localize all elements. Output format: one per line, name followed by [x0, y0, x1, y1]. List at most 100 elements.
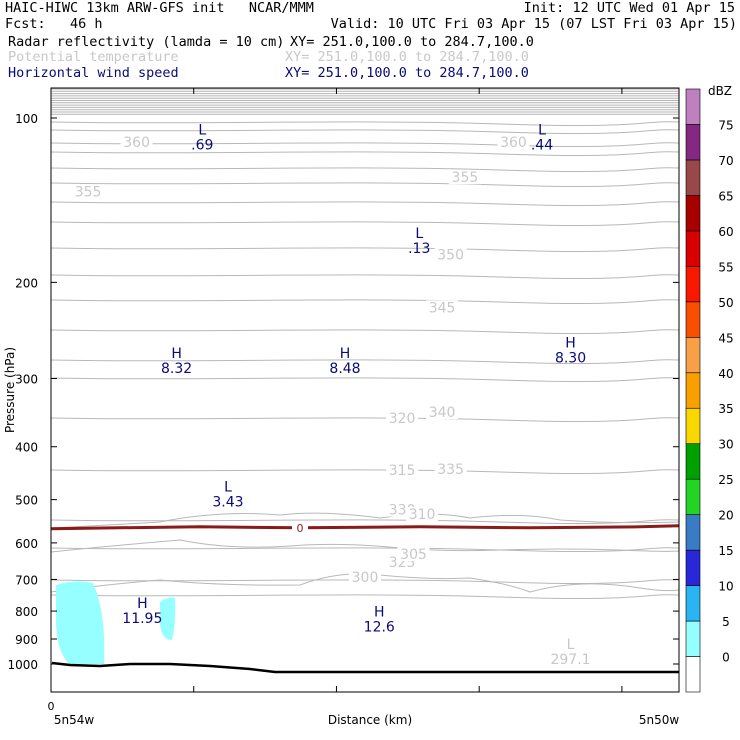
wind-extremum-type: L [538, 123, 546, 139]
colorbar-bin [685, 266, 701, 303]
theta-contour [50, 594, 680, 600]
theta-contour [50, 129, 680, 135]
theta-contour [50, 299, 680, 305]
colorbar-label: 15 [718, 544, 733, 558]
theta-label-bg [434, 247, 467, 262]
colorbar-label: 35 [718, 402, 733, 416]
pressure-tick-label: 200 [15, 276, 38, 290]
colorbar-label: 5 [722, 615, 730, 629]
theta-contour [50, 519, 680, 525]
theta-contour [50, 547, 680, 553]
x-left-label: 5n54w [54, 713, 95, 727]
forecast-hour: Fcst: 46 h [5, 16, 103, 32]
colorbar-bin [685, 585, 701, 622]
colorbar-label: 40 [718, 367, 733, 381]
colorbar-bin [685, 230, 701, 267]
freezing-level-label: 0 [297, 522, 304, 535]
wind-extremum-type: L [224, 479, 232, 495]
pressure-tick-label: 100 [15, 112, 38, 126]
colorbar-bin [685, 336, 701, 374]
field-3-xy: XY= 251.0,100.0 to 284.7,100.0 [285, 65, 529, 81]
theta-label-bg [72, 184, 105, 199]
wind-extremum-value: 3.43 [212, 494, 243, 510]
theta-contour [50, 167, 680, 173]
wind-extremum-value: 11.95 [122, 611, 162, 627]
wind-extremum-value: .69 [191, 138, 213, 154]
field-1-name: Radar reflectivity (lamda = 10 cm) [8, 34, 285, 50]
terrain-line [51, 661, 679, 674]
theta-label: 340 [429, 405, 456, 421]
theta-contour [50, 417, 680, 423]
colorbar-label: 70 [718, 154, 733, 168]
colorbar-bin [685, 372, 701, 409]
theta-contour [50, 573, 680, 593]
theta-contour [50, 469, 680, 475]
x-axis-title: Distance (km) [328, 713, 412, 727]
pressure-axis: 100 200 300 400 500 600 700 800 900 1000 Pressure … [3, 112, 679, 672]
theta-label: 335 [437, 462, 464, 478]
colorbar-label: 10 [718, 580, 733, 594]
field-1-xy: XY= 251.0,100.0 to 284.7,100.0 [290, 34, 534, 50]
wind-extremum-value: 12.6 [364, 620, 395, 636]
colorbar-label: 60 [718, 225, 733, 239]
reflectivity-cell [160, 597, 176, 640]
theta-label-bg [426, 300, 459, 315]
field-2-xy: XY= 251.0,100.0 to 284.7,100.0 [285, 49, 529, 65]
terrain-surface [51, 661, 679, 674]
colorbar-bin [685, 514, 701, 551]
colorbar-bin [685, 656, 701, 693]
theta-label: 355 [75, 184, 102, 200]
theta-label: 305 [400, 547, 427, 563]
freezing-label-bg [292, 521, 308, 534]
theta-label-bg [497, 134, 530, 149]
theta-label: 360 [500, 135, 527, 151]
theta-label: 355 [452, 170, 479, 186]
theta-label: 350 [437, 247, 464, 263]
distance-axis: 0 5n54w Distance (km) 5n50w [48, 88, 680, 727]
wind-extremum-type: H [565, 336, 576, 352]
theta-contour [50, 274, 680, 280]
upper-theta-band [51, 88, 679, 115]
pressure-tick-label: 600 [15, 537, 38, 551]
theta-extremum-type: L [567, 637, 575, 653]
y-axis-title: Pressure (hPa) [3, 347, 17, 433]
field-3-name: Horizontal wind speed [8, 65, 179, 81]
colorbar-label: 30 [718, 438, 733, 452]
theta-contour [50, 142, 680, 148]
wind-extremum-type: H [340, 346, 351, 362]
theta-contour [50, 512, 680, 529]
theta-label-bg [397, 547, 430, 561]
colorbar-bin [685, 88, 701, 125]
x-right-label: 5n50w [639, 713, 680, 727]
colorbar-bin [685, 443, 701, 480]
theta-label-bg [434, 462, 467, 477]
wind-extremum-value: 8.30 [555, 351, 586, 367]
theta-label: 320 [389, 411, 416, 427]
theta-label: 360 [123, 135, 150, 151]
colorbar-bin [685, 159, 701, 196]
colorbar-bin [685, 124, 701, 161]
colorbar-label: 75 [718, 118, 733, 132]
theta-label-bg [349, 570, 381, 584]
theta-label: 300 [352, 570, 379, 586]
model-title: HAIC-HIWC 13km ARW-GFS init NCAR/MMM [5, 0, 314, 16]
colorbar-label: 0 [722, 651, 730, 665]
pressure-tick-label: 400 [15, 441, 38, 455]
pressure-tick-label: 800 [15, 605, 38, 619]
theta-contour [50, 329, 680, 335]
wind-extremum-type: H [374, 605, 385, 621]
wind-extremum-value: .13 [408, 241, 430, 257]
colorbar-unit: dBZ [708, 84, 732, 98]
theta-contour [50, 201, 680, 207]
reflectivity-shading [56, 581, 176, 664]
colorbar-bin [685, 620, 701, 657]
freezing-level-line [50, 524, 680, 531]
pressure-tick-label: 900 [15, 633, 38, 647]
freezing-level: 0 [50, 521, 680, 535]
colorbar-bin [685, 478, 701, 515]
wind-extremum-value: 8.48 [329, 361, 360, 377]
reflectivity-cell [56, 581, 105, 664]
colorbar-bin [685, 549, 701, 586]
pressure-tick-label: 300 [15, 373, 38, 387]
theta-extremum-value: 297.1 [550, 652, 590, 668]
